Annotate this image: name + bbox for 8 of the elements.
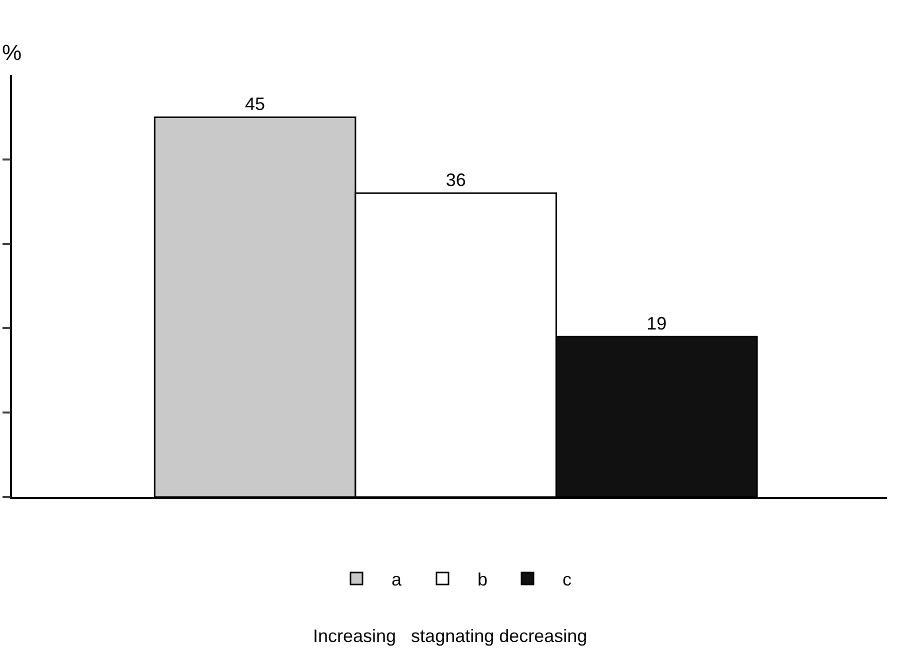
legend-label: b <box>478 570 488 590</box>
data-label: 36 <box>446 170 466 190</box>
legend-label: c <box>562 570 572 590</box>
y-axis-title: % <box>2 40 22 65</box>
data-label: 19 <box>646 314 667 334</box>
legend-label: a <box>392 570 402 590</box>
text: Increasing stagnating decreasing <box>313 626 588 646</box>
data-label: 45 <box>245 94 266 114</box>
